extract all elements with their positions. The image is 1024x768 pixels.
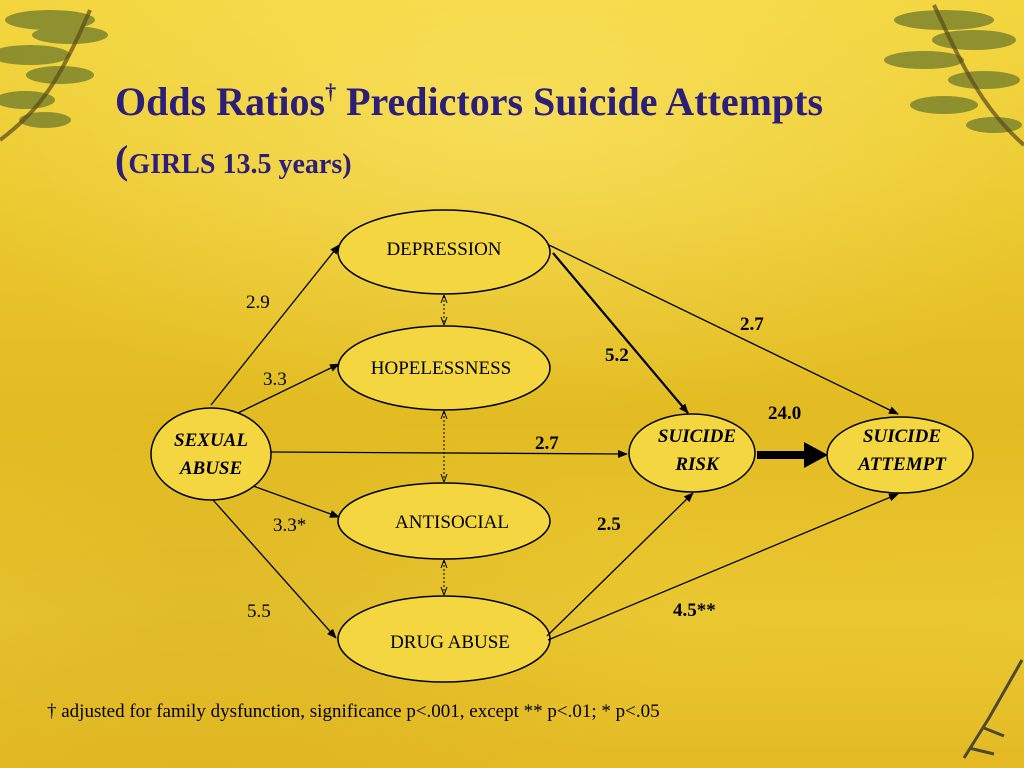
edge-sexual-to-antisocial (252, 485, 340, 518)
title-text-rest: Predictors Suicide Attempts (336, 79, 824, 124)
edge-sexual-to-depression (210, 244, 340, 406)
edge-label-sexual-hopelessness: 3.3 (263, 369, 287, 390)
suicide-risk-label-line2: RISK (675, 454, 719, 475)
pine-branch-right-decoration (884, 4, 1024, 147)
antisocial-node (337, 482, 551, 560)
edge-label-drug-attempt: 4.5** (673, 600, 716, 621)
edge-label-sexual-drug: 5.5 (247, 601, 271, 622)
sexual-abuse-label-line1: SEXUAL (174, 430, 248, 451)
subtitle-open-paren: ( (115, 137, 129, 182)
suicide-risk-label-line1: SUICIDE (657, 426, 737, 447)
slide-subtitle: (GIRLS 13.5 years) (115, 136, 352, 183)
edge-label-depression-attempt: 2.7 (740, 314, 764, 335)
edge-depression-to-risk (552, 252, 689, 414)
edge-depression-to-attempt (548, 244, 899, 415)
suicide-attempt-label-line1: SUICIDE (862, 426, 942, 447)
drug-abuse-label: DRUG ABUSE (390, 632, 510, 653)
edge-label-sexual-antisocial: 3.3* (273, 515, 307, 536)
suicide-risk-node (628, 413, 756, 493)
edge-label-sexual-depression: 2.9 (246, 292, 270, 313)
edge-drug-to-risk (546, 492, 694, 637)
depression-label: DEPRESSION (386, 239, 502, 260)
slide-title: Odds Ratios† Predictors Suicide Attempts (115, 78, 823, 125)
antisocial-label: ANTISOCIAL (395, 512, 509, 533)
edge-label-risk-attempt: 24.0 (768, 403, 802, 424)
title-text: Odds Ratios (115, 79, 326, 124)
dagger-mark: † (325, 79, 337, 104)
edge-label-sexual-risk: 2.7 (535, 433, 559, 454)
edge-sexual-to-drug (212, 499, 337, 639)
edge-drug-to-attempt (547, 493, 899, 641)
suicide-attempt-label-line2: ATTEMPT (858, 454, 946, 475)
edge-label-drug-risk: 2.5 (597, 514, 621, 535)
footnote: † adjusted for family dysfunction, signi… (47, 701, 660, 722)
edge-sexual-to-risk (270, 449, 628, 458)
grass-stem-decoration (962, 659, 1024, 759)
hopelessness-label: HOPELESSNESS (370, 358, 512, 379)
subtitle-text: GIRLS 13.5 years (128, 149, 343, 180)
sexual-abuse-node (150, 407, 272, 501)
subtitle-close-paren: ) (342, 149, 352, 180)
edge-sexual-to-hopelessness (237, 363, 340, 414)
sexual-abuse-label-line2: ABUSE (179, 458, 243, 479)
edge-label-depression-risk: 5.2 (605, 345, 629, 366)
edge-risk-to-attempt-head (804, 442, 828, 468)
pine-branch-left-decoration (0, 9, 108, 142)
